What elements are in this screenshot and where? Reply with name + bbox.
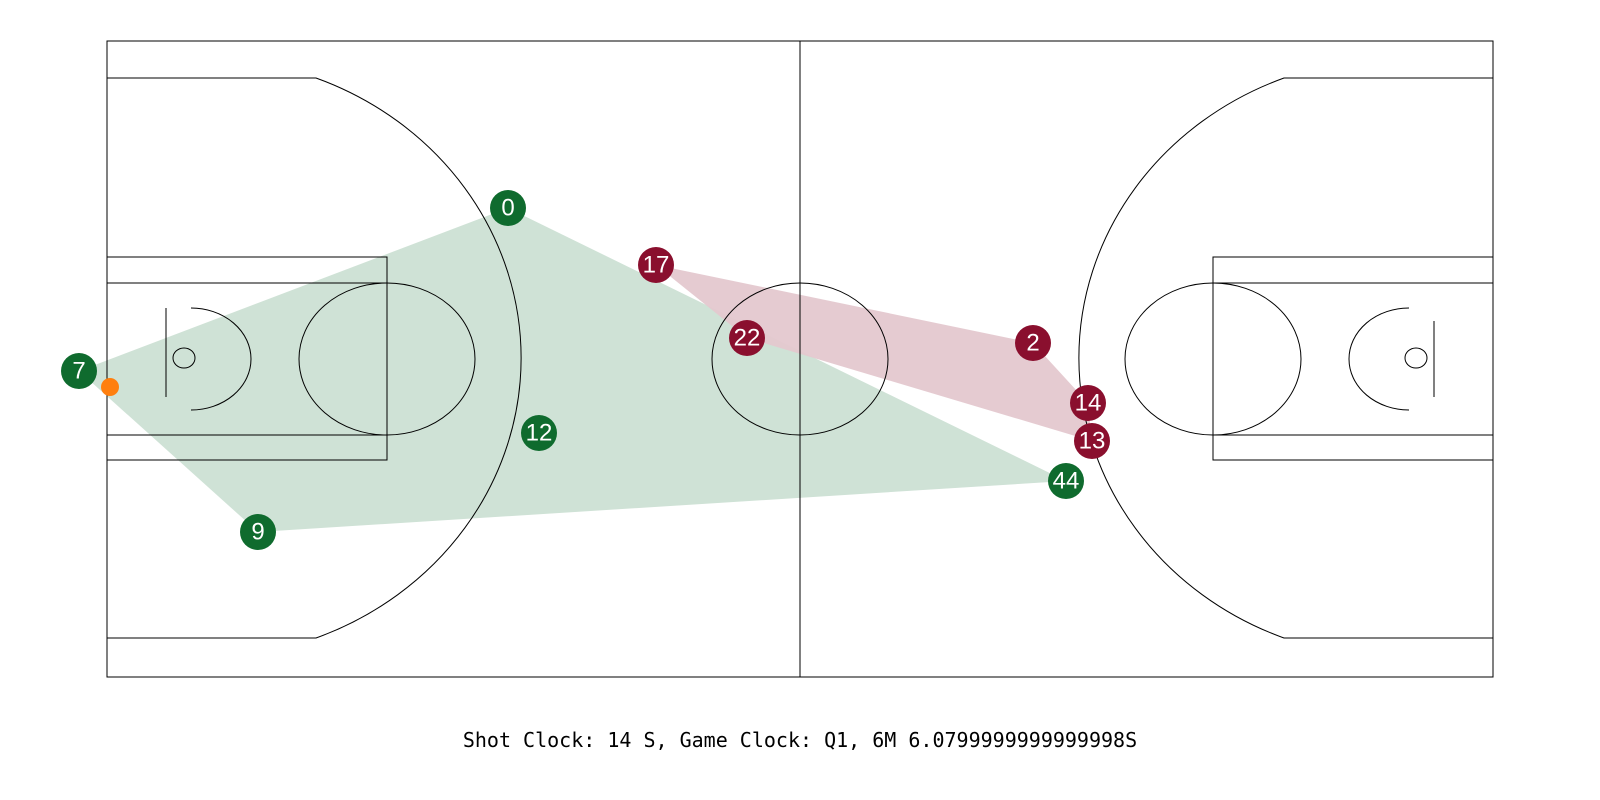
away-player-marker: 22 bbox=[729, 320, 765, 356]
home-player-marker: 9 bbox=[240, 514, 276, 550]
center-circle bbox=[711, 282, 889, 436]
ball bbox=[101, 378, 119, 396]
right-hoop bbox=[1404, 347, 1428, 369]
away-team-players: 17 22 2 14 13 bbox=[638, 247, 1110, 459]
left-three-point-line bbox=[107, 77, 522, 639]
right-paint bbox=[1212, 282, 1494, 436]
away-player-marker: 17 bbox=[638, 247, 674, 283]
home-player-marker: 0 bbox=[490, 190, 526, 226]
away-player-number: 13 bbox=[1079, 428, 1106, 455]
home-player-number: 9 bbox=[251, 519, 264, 546]
away-player-marker: 13 bbox=[1074, 423, 1110, 459]
away-player-number: 14 bbox=[1075, 390, 1102, 417]
left-hoop bbox=[172, 347, 196, 369]
home-player-number: 0 bbox=[501, 195, 514, 222]
away-player-marker: 14 bbox=[1070, 385, 1106, 421]
court-lines bbox=[106, 40, 1494, 678]
home-player-number: 7 bbox=[72, 358, 85, 385]
clock-caption: Shot Clock: 14 S, Game Clock: Q1, 6M 6.0… bbox=[462, 728, 1138, 752]
right-three-point-line bbox=[1078, 77, 1493, 639]
away-player-number: 2 bbox=[1026, 330, 1039, 357]
home-player-marker: 44 bbox=[1048, 463, 1084, 499]
away-player-number: 17 bbox=[643, 252, 670, 279]
basketball-court: 0 7 9 12 44 17 22 2 bbox=[61, 40, 1494, 678]
home-player-marker: 12 bbox=[521, 415, 557, 451]
away-player-marker: 2 bbox=[1015, 325, 1051, 361]
away-team-hull bbox=[656, 265, 1092, 441]
home-player-marker: 7 bbox=[61, 353, 97, 389]
left-free-throw-circle bbox=[298, 282, 476, 436]
home-player-number: 44 bbox=[1053, 468, 1080, 495]
home-player-number: 12 bbox=[526, 420, 553, 447]
right-free-throw-circle bbox=[1124, 282, 1302, 436]
away-player-number: 22 bbox=[734, 325, 761, 352]
home-team-hull bbox=[79, 208, 1066, 532]
home-team-players: 0 7 9 12 44 bbox=[61, 190, 1084, 550]
right-restricted-arc bbox=[1348, 307, 1410, 411]
right-outer-key bbox=[1212, 256, 1494, 461]
left-paint bbox=[106, 282, 388, 436]
left-restricted-arc bbox=[190, 307, 252, 411]
